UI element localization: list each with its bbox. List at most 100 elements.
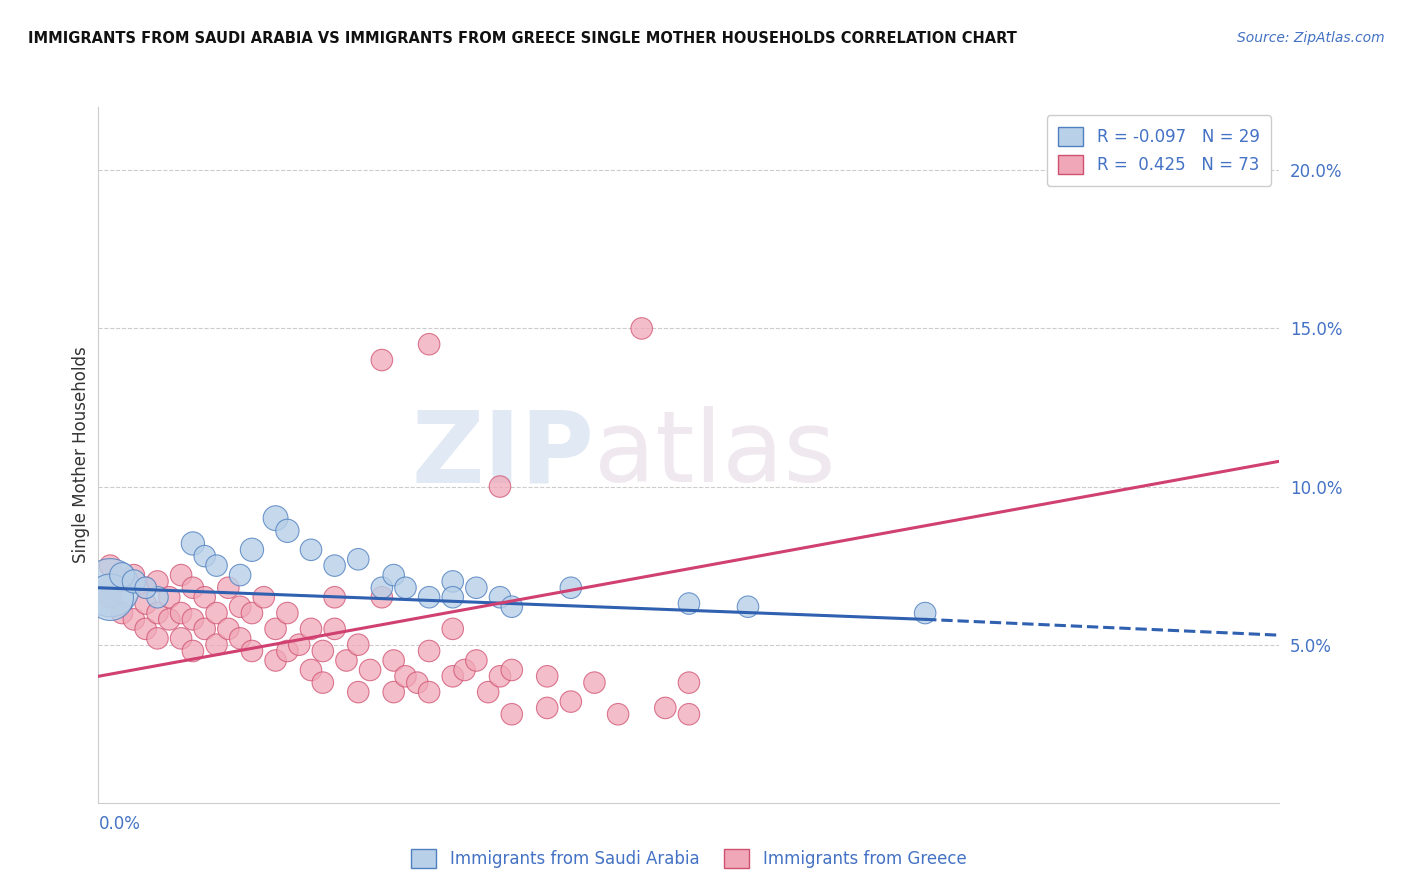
- Point: [560, 695, 582, 709]
- Point: [441, 669, 464, 683]
- Point: [441, 591, 464, 605]
- Point: [229, 632, 252, 646]
- Point: [194, 549, 217, 563]
- Text: ZIP: ZIP: [412, 407, 595, 503]
- Point: [312, 675, 335, 690]
- Point: [323, 591, 346, 605]
- Point: [630, 321, 652, 335]
- Point: [489, 479, 512, 493]
- Point: [111, 568, 134, 582]
- Point: [371, 591, 394, 605]
- Point: [170, 606, 193, 620]
- Point: [98, 581, 121, 595]
- Point: [122, 568, 145, 582]
- Point: [276, 644, 298, 658]
- Point: [264, 653, 287, 667]
- Point: [560, 581, 582, 595]
- Point: [170, 632, 193, 646]
- Point: [418, 644, 440, 658]
- Point: [371, 581, 394, 595]
- Point: [501, 599, 523, 614]
- Point: [583, 675, 606, 690]
- Point: [135, 597, 157, 611]
- Point: [170, 568, 193, 582]
- Point: [536, 701, 558, 715]
- Point: [335, 653, 357, 667]
- Point: [359, 663, 381, 677]
- Point: [288, 638, 311, 652]
- Text: 0.0%: 0.0%: [98, 815, 141, 833]
- Point: [217, 622, 239, 636]
- Point: [264, 511, 287, 525]
- Point: [276, 606, 298, 620]
- Point: [418, 591, 440, 605]
- Point: [501, 707, 523, 722]
- Point: [347, 685, 370, 699]
- Point: [253, 591, 276, 605]
- Point: [98, 591, 121, 605]
- Point: [323, 622, 346, 636]
- Point: [122, 574, 145, 589]
- Point: [205, 638, 228, 652]
- Point: [299, 663, 322, 677]
- Point: [135, 581, 157, 595]
- Point: [217, 581, 239, 595]
- Point: [122, 612, 145, 626]
- Point: [240, 542, 263, 557]
- Point: [441, 622, 464, 636]
- Point: [111, 606, 134, 620]
- Point: [654, 701, 676, 715]
- Point: [194, 591, 217, 605]
- Text: IMMIGRANTS FROM SAUDI ARABIA VS IMMIGRANTS FROM GREECE SINGLE MOTHER HOUSEHOLDS : IMMIGRANTS FROM SAUDI ARABIA VS IMMIGRAN…: [28, 31, 1017, 46]
- Point: [489, 591, 512, 605]
- Point: [678, 597, 700, 611]
- Point: [157, 591, 180, 605]
- Point: [135, 622, 157, 636]
- Point: [501, 663, 523, 677]
- Point: [465, 653, 488, 667]
- Point: [418, 337, 440, 351]
- Point: [229, 568, 252, 582]
- Point: [394, 581, 416, 595]
- Point: [312, 644, 335, 658]
- Point: [678, 707, 700, 722]
- Legend: Immigrants from Saudi Arabia, Immigrants from Greece: Immigrants from Saudi Arabia, Immigrants…: [405, 842, 973, 875]
- Point: [465, 581, 488, 595]
- Point: [914, 606, 936, 620]
- Point: [347, 552, 370, 566]
- Point: [146, 574, 169, 589]
- Point: [146, 632, 169, 646]
- Point: [181, 581, 204, 595]
- Legend: R = -0.097   N = 29, R =  0.425   N = 73: R = -0.097 N = 29, R = 0.425 N = 73: [1046, 115, 1271, 186]
- Point: [98, 558, 121, 573]
- Point: [194, 622, 217, 636]
- Point: [382, 653, 405, 667]
- Point: [146, 591, 169, 605]
- Point: [181, 612, 204, 626]
- Point: [382, 685, 405, 699]
- Point: [347, 638, 370, 652]
- Point: [264, 622, 287, 636]
- Point: [205, 558, 228, 573]
- Point: [111, 574, 134, 589]
- Point: [406, 675, 429, 690]
- Point: [536, 669, 558, 683]
- Point: [418, 685, 440, 699]
- Point: [737, 599, 759, 614]
- Point: [299, 622, 322, 636]
- Point: [477, 685, 499, 699]
- Point: [394, 669, 416, 683]
- Text: Source: ZipAtlas.com: Source: ZipAtlas.com: [1237, 31, 1385, 45]
- Point: [299, 542, 322, 557]
- Point: [135, 581, 157, 595]
- Point: [607, 707, 630, 722]
- Point: [229, 599, 252, 614]
- Point: [157, 612, 180, 626]
- Point: [371, 353, 394, 368]
- Point: [323, 558, 346, 573]
- Point: [276, 524, 298, 538]
- Point: [181, 644, 204, 658]
- Point: [181, 536, 204, 550]
- Point: [205, 606, 228, 620]
- Point: [489, 669, 512, 683]
